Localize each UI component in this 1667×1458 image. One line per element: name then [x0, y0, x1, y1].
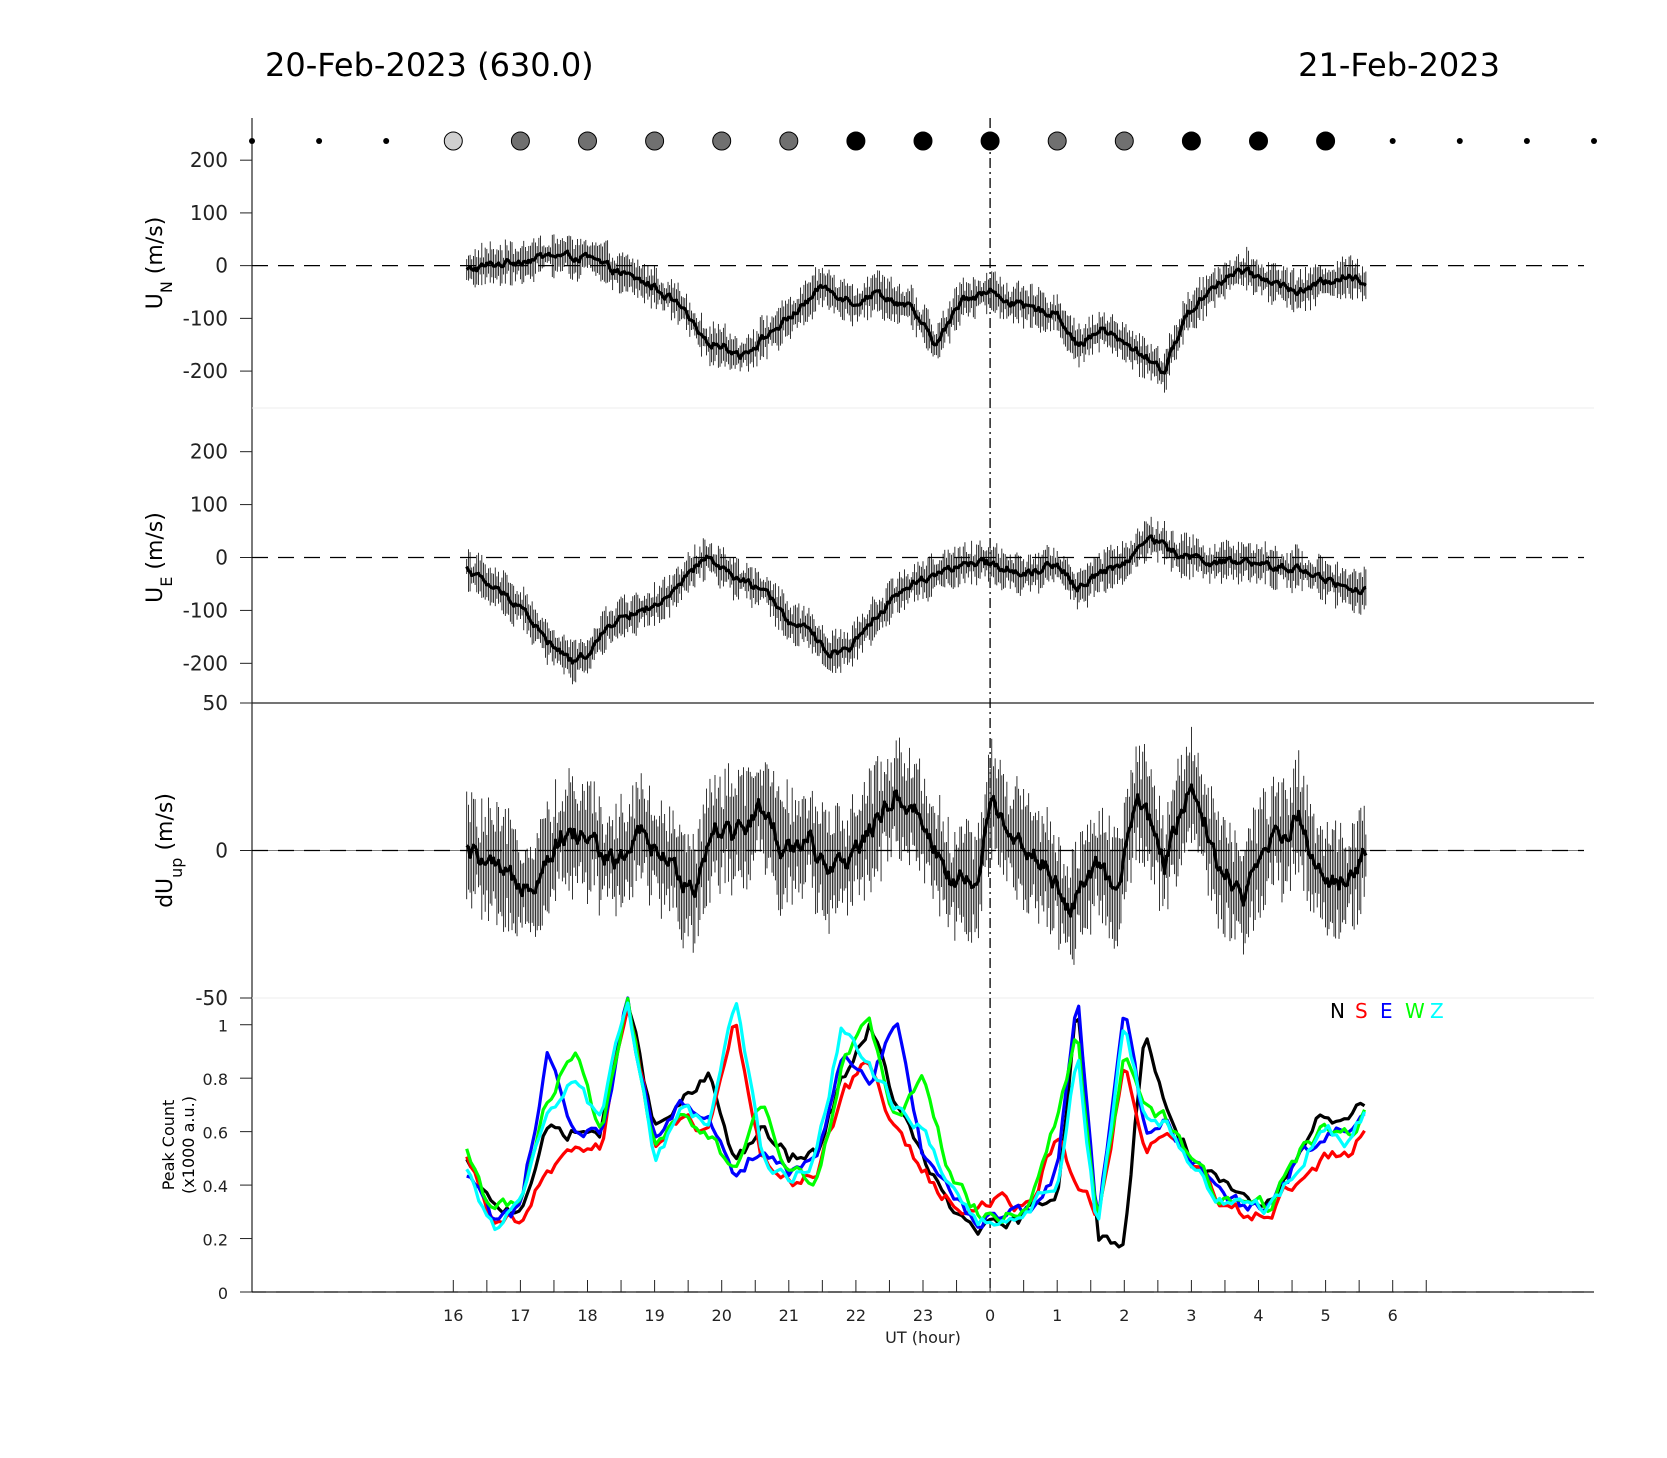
y-tick-label: 50	[203, 691, 228, 715]
quality-dot	[980, 131, 1000, 151]
y-tick-label: 0	[215, 839, 228, 863]
x-tick-label: 16	[443, 1306, 463, 1325]
x-tick-label: 22	[846, 1306, 866, 1325]
x-tick-label: 0	[985, 1306, 995, 1325]
x-tick-label: 19	[644, 1306, 664, 1325]
quality-dot	[1523, 138, 1530, 144]
peak-ylabel-line2: (x1000 a.u.)	[179, 1096, 198, 1194]
panel-un: 200 100 0 -100 -200 UN (m/s)	[143, 148, 1584, 393]
legend-entry: Z	[1430, 999, 1444, 1023]
x-tick-label: 17	[510, 1306, 530, 1325]
x-tick-label: 20	[712, 1306, 732, 1325]
series-un	[465, 234, 1367, 393]
y-tick-label: 0.8	[203, 1070, 228, 1089]
quality-dot	[779, 131, 799, 151]
quality-dot	[1316, 131, 1336, 151]
quality-dot	[712, 131, 732, 151]
quality-dot	[1181, 131, 1201, 151]
y-tick-label: 100	[190, 201, 228, 225]
x-tick-label: 18	[577, 1306, 597, 1325]
x-tick-label: 21	[779, 1306, 799, 1325]
series-line	[465, 249, 1367, 375]
series-dup	[465, 726, 1368, 965]
y-tick-label: -200	[183, 651, 228, 675]
plot-area: 16 17 18 19 20 21 22 23 0 1 2 3 4 5 6UT (hour)2001000-…	[143, 118, 1597, 1347]
panel-peak: 1 0.8 0.6 0.4 0.2 0 Peak Count(x1000 a.u.) N S E W…	[159, 996, 1444, 1303]
y-tick-label: -100	[183, 306, 228, 330]
x-tick-label: 5	[1321, 1306, 1331, 1325]
quality-dot	[1456, 138, 1463, 144]
x-tick-label: 23	[913, 1306, 933, 1325]
ue-ylabel: UE (m/s)	[143, 512, 176, 603]
series-peak-Z	[465, 1001, 1366, 1232]
ue-ylabel-unit: (m/s)	[143, 512, 168, 576]
un-ylabel: UN (m/s)	[143, 217, 176, 310]
x-tick-label: 3	[1186, 1306, 1196, 1325]
quality-dot	[1249, 131, 1268, 151]
y-tick-label: -50	[195, 986, 228, 1010]
quality-dot	[510, 131, 530, 151]
dup-ylabel: dUup (m/s)	[153, 793, 186, 908]
right-title: 21-Feb-2023	[1298, 46, 1500, 84]
series-line	[465, 783, 1368, 918]
legend-entry: W	[1405, 999, 1425, 1023]
dup-ylabel-unit: (m/s)	[153, 793, 178, 857]
quality-dot	[316, 138, 323, 144]
series-ue	[465, 516, 1367, 685]
peak-ylabel-line1: Peak Count	[159, 1100, 178, 1191]
series-line	[465, 1001, 1366, 1232]
un-ylabel-unit: (m/s)	[143, 217, 168, 281]
y-tick-label: 0.6	[203, 1124, 228, 1143]
quality-dot	[913, 131, 933, 151]
quality-dot	[1591, 138, 1597, 144]
series-peak-N	[465, 1003, 1366, 1249]
y-tick-label: -200	[183, 359, 228, 383]
quality-dot	[578, 131, 597, 151]
y-tick-label: 1	[218, 1017, 228, 1036]
y-tick-label: 0	[218, 1284, 228, 1303]
un-ylabel-sub: N	[157, 281, 176, 293]
y-tick-label: 200	[190, 148, 228, 172]
x-tick-label: 4	[1253, 1306, 1263, 1325]
quality-dot	[1114, 131, 1134, 151]
legend-entry: S	[1355, 999, 1368, 1023]
legend-entry: N	[1330, 999, 1345, 1023]
panel-ue: 200 100 0 -100 -200 UE (m/s)	[143, 440, 1584, 685]
un-ylabel-main: U	[143, 293, 168, 309]
panel-dup: 50 0 -50 dUup (m/s)	[153, 691, 1584, 1010]
y-tick-label: -100	[183, 598, 228, 622]
peak-ylabel: Peak Count(x1000 a.u.)	[159, 1096, 198, 1194]
quality-dot	[249, 138, 255, 144]
x-tick-label: 6	[1388, 1306, 1398, 1325]
series-line	[465, 1003, 1366, 1249]
quality-dots	[249, 131, 1597, 151]
quality-dot	[443, 131, 463, 151]
ue-ylabel-sub: E	[157, 577, 176, 587]
x-axis-label: UT (hour)	[885, 1328, 961, 1347]
y-tick-label: 0.2	[203, 1231, 228, 1250]
quality-dot	[1047, 131, 1067, 151]
quality-dot	[383, 138, 390, 144]
series-line	[465, 534, 1367, 665]
quality-dot	[846, 131, 866, 151]
y-tick-label: 0	[215, 254, 228, 278]
y-tick-label: 100	[190, 493, 228, 517]
legend-entry: E	[1380, 999, 1393, 1023]
left-title: 20-Feb-2023 (630.0)	[265, 46, 594, 84]
x-tick-label: 1	[1052, 1306, 1062, 1325]
y-tick-label: 200	[190, 440, 228, 464]
dup-ylabel-main: dU	[153, 878, 178, 908]
quality-dot	[1389, 138, 1396, 144]
quality-dot	[645, 131, 665, 151]
ue-ylabel-main: U	[143, 587, 168, 603]
y-tick-label: 0.4	[203, 1177, 228, 1196]
x-ticks: 16 17 18 19 20 21 22 23 0 1 2 3 4 5 6	[443, 1280, 1427, 1325]
y-tick-label: 0	[215, 546, 228, 570]
x-tick-label: 2	[1119, 1306, 1129, 1325]
dup-ylabel-sub: up	[167, 858, 186, 878]
